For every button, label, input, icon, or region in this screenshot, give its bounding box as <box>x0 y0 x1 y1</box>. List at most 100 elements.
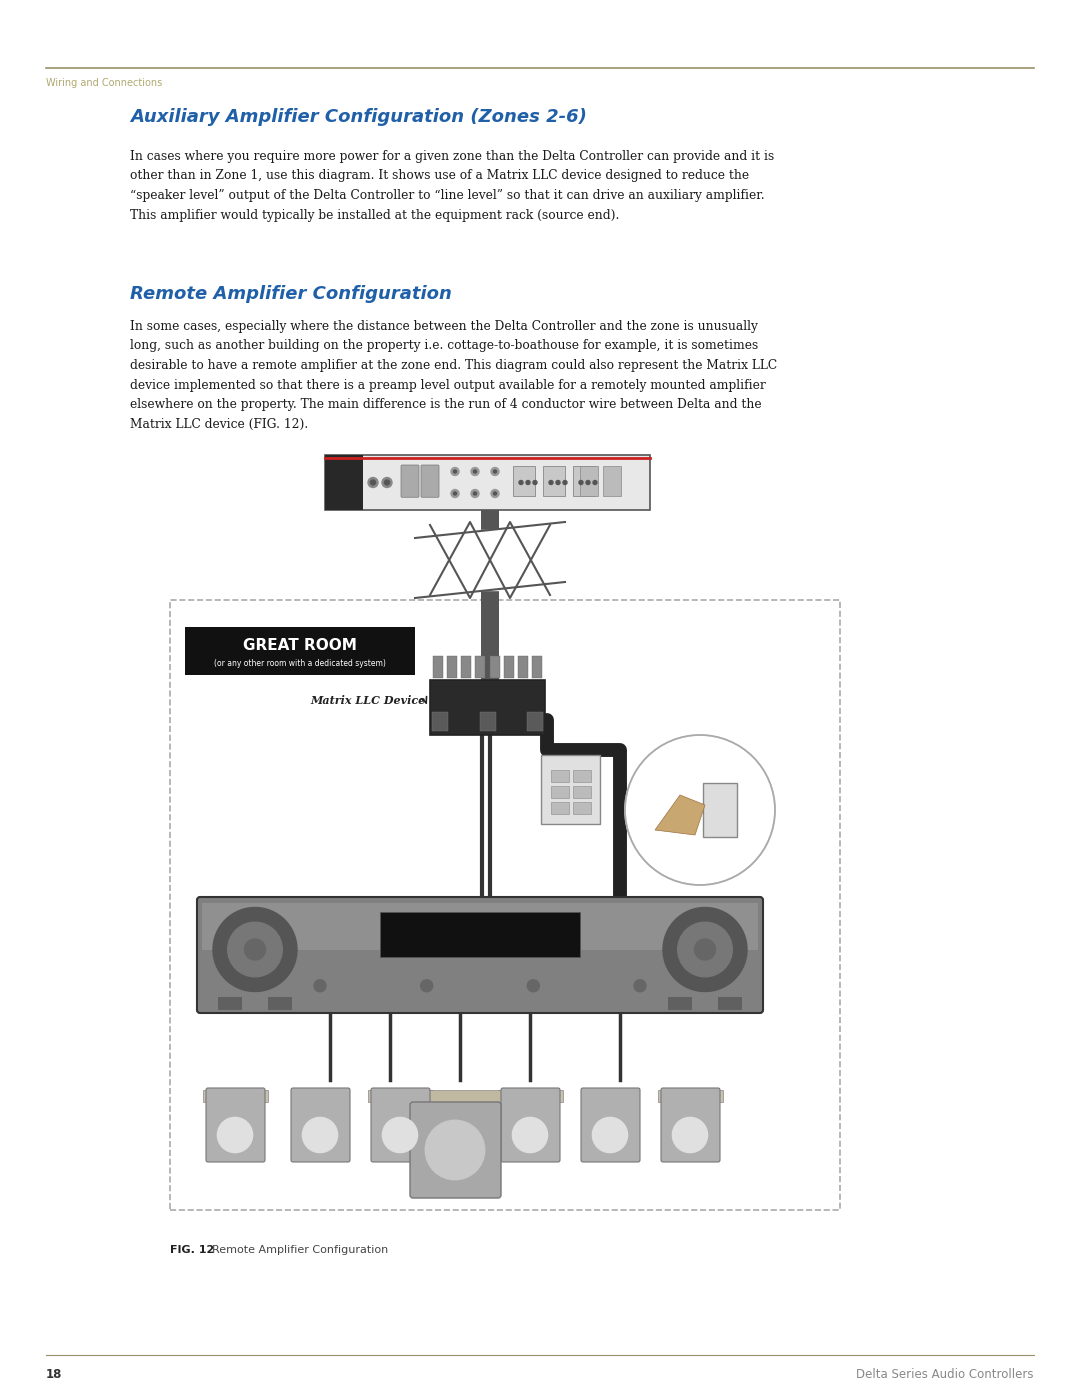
FancyBboxPatch shape <box>447 657 457 678</box>
Text: This amplifier would typically be installed at the equipment rack (source end).: This amplifier would typically be instal… <box>130 208 619 222</box>
FancyBboxPatch shape <box>573 467 595 496</box>
Circle shape <box>228 922 282 977</box>
Text: Matrix LLC Device: Matrix LLC Device <box>310 694 426 705</box>
Text: In cases where you require more power for a given zone than the Delta Controller: In cases where you require more power fo… <box>130 149 774 163</box>
Circle shape <box>382 478 392 488</box>
FancyBboxPatch shape <box>268 997 292 1010</box>
Circle shape <box>368 478 378 488</box>
FancyBboxPatch shape <box>481 510 499 529</box>
FancyBboxPatch shape <box>551 787 569 798</box>
Circle shape <box>663 908 747 992</box>
Text: 18: 18 <box>46 1368 63 1382</box>
Circle shape <box>593 1118 627 1153</box>
Circle shape <box>534 481 537 485</box>
Text: Wiring and Connections: Wiring and Connections <box>46 78 162 88</box>
FancyBboxPatch shape <box>218 997 242 1010</box>
Circle shape <box>526 481 530 485</box>
FancyBboxPatch shape <box>489 657 500 678</box>
FancyBboxPatch shape <box>573 802 591 814</box>
Text: GREAT ROOM: GREAT ROOM <box>243 638 356 652</box>
Circle shape <box>491 468 499 475</box>
FancyBboxPatch shape <box>481 590 499 719</box>
Circle shape <box>593 481 597 485</box>
Circle shape <box>694 939 715 960</box>
FancyBboxPatch shape <box>380 912 580 957</box>
Text: device implemented so that there is a preamp level output available for a remote: device implemented so that there is a pr… <box>130 379 766 391</box>
FancyBboxPatch shape <box>421 465 438 497</box>
FancyBboxPatch shape <box>517 657 528 678</box>
Circle shape <box>454 469 457 474</box>
Polygon shape <box>654 795 705 835</box>
Circle shape <box>586 481 590 485</box>
Text: In some cases, especially where the distance between the Delta Controller and th: In some cases, especially where the dist… <box>130 320 758 332</box>
Circle shape <box>217 1118 253 1153</box>
FancyBboxPatch shape <box>527 711 543 731</box>
Circle shape <box>451 489 459 497</box>
FancyBboxPatch shape <box>185 627 415 675</box>
Circle shape <box>491 489 499 497</box>
FancyBboxPatch shape <box>206 1088 265 1162</box>
FancyBboxPatch shape <box>658 1090 723 1102</box>
Circle shape <box>494 469 497 474</box>
Text: (or any other room with a dedicated system): (or any other room with a dedicated syst… <box>214 658 386 668</box>
FancyBboxPatch shape <box>401 465 419 497</box>
Text: “speaker level” output of the Delta Controller to “line level” so that it can dr: “speaker level” output of the Delta Cont… <box>130 189 765 203</box>
FancyBboxPatch shape <box>498 1090 563 1102</box>
Circle shape <box>556 481 561 485</box>
Circle shape <box>302 1118 338 1153</box>
Circle shape <box>673 1118 707 1153</box>
FancyBboxPatch shape <box>603 467 621 496</box>
FancyBboxPatch shape <box>513 467 535 496</box>
Text: long, such as another building on the property i.e. cottage-to-boathouse for exa: long, such as another building on the pr… <box>130 339 758 352</box>
FancyBboxPatch shape <box>541 754 600 824</box>
Circle shape <box>519 481 523 485</box>
FancyBboxPatch shape <box>325 455 650 510</box>
FancyBboxPatch shape <box>432 711 448 731</box>
FancyBboxPatch shape <box>581 1088 640 1162</box>
Circle shape <box>579 481 583 485</box>
FancyBboxPatch shape <box>430 680 545 735</box>
Circle shape <box>678 922 732 977</box>
Circle shape <box>382 1118 418 1153</box>
Text: Remote Amplifier Configuration: Remote Amplifier Configuration <box>130 285 451 303</box>
Circle shape <box>384 481 390 485</box>
Circle shape <box>634 979 646 992</box>
Circle shape <box>512 1118 548 1153</box>
Circle shape <box>625 735 775 886</box>
FancyBboxPatch shape <box>551 802 569 814</box>
FancyBboxPatch shape <box>203 1090 268 1102</box>
Circle shape <box>426 1120 485 1179</box>
FancyBboxPatch shape <box>170 599 840 1210</box>
FancyBboxPatch shape <box>368 1090 433 1102</box>
Circle shape <box>473 469 476 474</box>
FancyBboxPatch shape <box>197 897 762 1013</box>
Text: desirable to have a remote amplifier at the zone end. This diagram could also re: desirable to have a remote amplifier at … <box>130 359 778 372</box>
FancyBboxPatch shape <box>543 467 565 496</box>
Text: elsewhere on the property. The main difference is the run of 4 conductor wire be: elsewhere on the property. The main diff… <box>130 398 761 411</box>
FancyBboxPatch shape <box>580 467 598 496</box>
FancyBboxPatch shape <box>661 1088 720 1162</box>
FancyBboxPatch shape <box>703 782 737 837</box>
FancyBboxPatch shape <box>503 657 514 678</box>
Circle shape <box>454 492 457 495</box>
FancyBboxPatch shape <box>718 997 742 1010</box>
FancyBboxPatch shape <box>669 997 692 1010</box>
FancyBboxPatch shape <box>532 657 542 678</box>
Text: FIG. 12: FIG. 12 <box>170 1245 214 1255</box>
FancyBboxPatch shape <box>202 904 758 950</box>
Circle shape <box>471 468 480 475</box>
Text: other than in Zone 1, use this diagram. It shows use of a Matrix LLC device desi: other than in Zone 1, use this diagram. … <box>130 169 750 183</box>
Circle shape <box>563 481 567 485</box>
Circle shape <box>471 489 480 497</box>
Text: Auxiliary Amplifier Configuration (Zones 2-6): Auxiliary Amplifier Configuration (Zones… <box>130 108 586 126</box>
Text: Matrix LLC device (FIG. 12).: Matrix LLC device (FIG. 12). <box>130 418 308 430</box>
Text: Delta Series Audio Controllers: Delta Series Audio Controllers <box>856 1368 1034 1382</box>
Circle shape <box>494 492 497 495</box>
FancyBboxPatch shape <box>475 657 485 678</box>
Text: Remote Amplifier Configuration: Remote Amplifier Configuration <box>205 1245 388 1255</box>
Circle shape <box>370 481 376 485</box>
Circle shape <box>314 979 326 992</box>
FancyBboxPatch shape <box>405 1090 507 1105</box>
FancyBboxPatch shape <box>433 657 443 678</box>
Circle shape <box>549 481 553 485</box>
